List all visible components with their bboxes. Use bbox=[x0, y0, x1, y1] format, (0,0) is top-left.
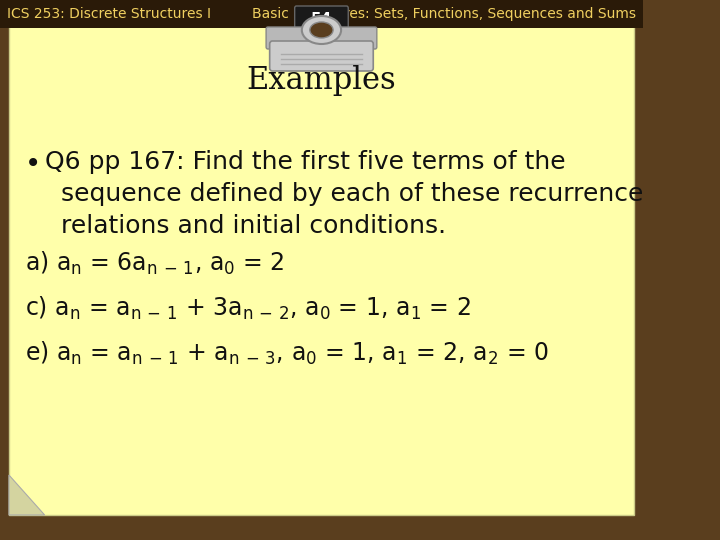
Text: sequence defined by each of these recurrence: sequence defined by each of these recurr… bbox=[60, 182, 643, 206]
Text: ICS 253: Discrete Structures I: ICS 253: Discrete Structures I bbox=[7, 7, 211, 21]
Text: •: • bbox=[25, 150, 41, 178]
Text: Examples: Examples bbox=[246, 64, 396, 96]
Text: 54: 54 bbox=[311, 11, 332, 26]
FancyBboxPatch shape bbox=[0, 0, 643, 28]
FancyBboxPatch shape bbox=[294, 6, 348, 32]
Text: e) $\mathregular{a}_\mathregular{n}$ = $\mathregular{a}_\mathregular{n\,-\,1}$ +: e) $\mathregular{a}_\mathregular{n}$ = $… bbox=[25, 340, 549, 367]
FancyBboxPatch shape bbox=[270, 41, 373, 71]
Ellipse shape bbox=[310, 22, 333, 38]
Text: Q6 pp 167: Find the first five terms of the: Q6 pp 167: Find the first five terms of … bbox=[45, 150, 565, 174]
Text: relations and initial conditions.: relations and initial conditions. bbox=[60, 214, 446, 238]
Ellipse shape bbox=[302, 16, 341, 44]
Text: Basic Structures: Sets, Functions, Sequences and Sums: Basic Structures: Sets, Functions, Seque… bbox=[252, 7, 636, 21]
FancyBboxPatch shape bbox=[9, 25, 634, 515]
Text: a) $\mathregular{a}_\mathregular{n}$ = 6$\mathregular{a}_\mathregular{n\,-\,1}$,: a) $\mathregular{a}_\mathregular{n}$ = 6… bbox=[25, 250, 284, 277]
FancyBboxPatch shape bbox=[266, 27, 377, 49]
Polygon shape bbox=[9, 475, 45, 515]
Text: c) $\mathregular{a}_\mathregular{n}$ = $\mathregular{a}_\mathregular{n\,-\,1}$ +: c) $\mathregular{a}_\mathregular{n}$ = $… bbox=[25, 295, 471, 322]
